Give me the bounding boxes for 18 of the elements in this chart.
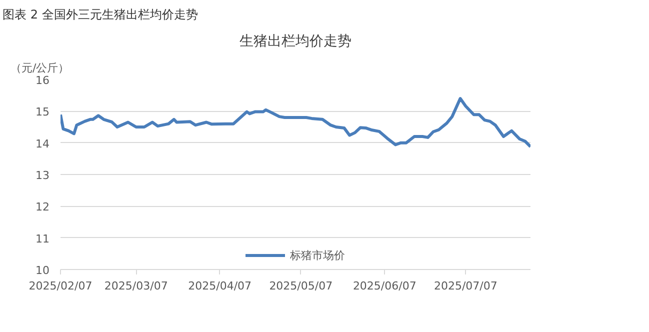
x-tick-label: 2025/04/07: [188, 280, 252, 292]
chart-subtitle: 生猪出栏均价走势: [240, 34, 352, 50]
x-tick-label: 2025/05/07: [269, 280, 333, 292]
y-tick-label: 16: [36, 74, 50, 87]
y-tick-label: 14: [36, 137, 50, 150]
y-tick-label: 10: [36, 264, 50, 277]
y-tick-label: 15: [36, 106, 50, 119]
x-tick-label: 2025/03/07: [104, 280, 168, 292]
y-tick-label: 11: [36, 232, 50, 246]
y-tick-label: 12: [36, 200, 50, 214]
y-axis-title: （元/公斤）: [10, 62, 70, 74]
x-tick-label: 2025/07/07: [434, 280, 498, 292]
line-series: [60, 97, 530, 148]
y-tick-label: 13: [36, 169, 50, 182]
chart-title: 图表 2 全国外三元生猪出栏均价走势: [2, 8, 198, 22]
x-tick-label: 2025/02/07: [28, 280, 92, 292]
x-tick-label: 2025/06/07: [352, 280, 416, 292]
legend-label: 标猪市场价: [290, 248, 345, 262]
